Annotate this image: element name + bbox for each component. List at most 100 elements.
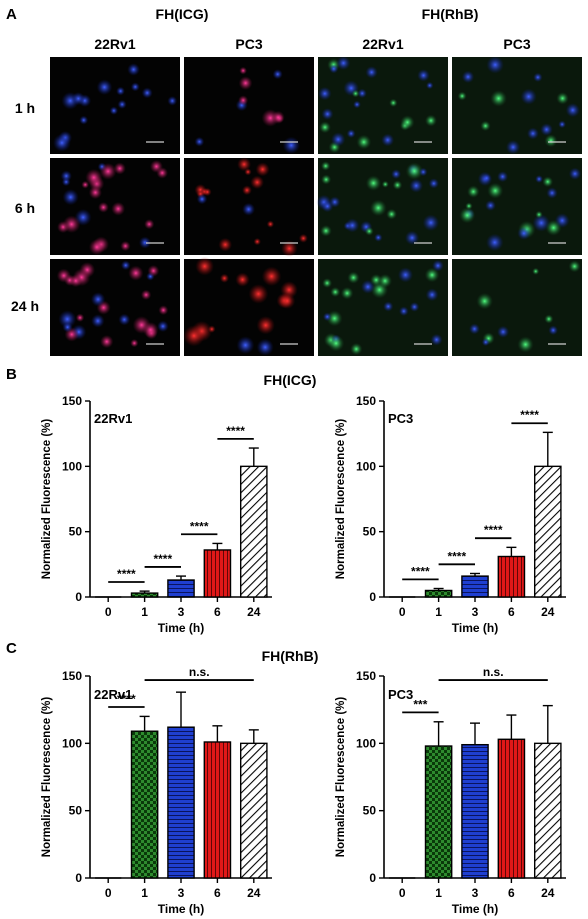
bar	[239, 465, 268, 598]
x-tick-label: 0	[105, 605, 112, 619]
bar	[497, 738, 526, 879]
row-label-24h: 24 h	[10, 298, 39, 314]
microscopy-tile	[318, 259, 448, 356]
x-axis-title: Time (h)	[158, 621, 204, 635]
microscopy-tile	[318, 57, 448, 154]
x-tick-label: 24	[247, 886, 261, 900]
x-tick-label: 3	[472, 605, 479, 619]
row-label-6h: 6 h	[14, 200, 36, 216]
y-tick-label: 0	[75, 590, 82, 604]
microscopy-tile	[316, 158, 448, 255]
row-label-1h: 1 h	[14, 100, 36, 116]
bar-chart-rhb-pc3: 0 50 100 150 0 1 3 6 24 *** n.s. PC3 Time (h) Normali…	[335, 665, 566, 916]
significance-label: ****	[447, 549, 466, 563]
cell-line-label: 22Rv1	[94, 411, 132, 426]
y-tick-label: 150	[62, 669, 82, 683]
y-axis-title: Normalized Fluorescence (%)	[41, 419, 53, 580]
microscopy-tile	[50, 57, 180, 154]
bar	[130, 730, 159, 879]
y-tick-label: 50	[363, 525, 377, 539]
x-tick-label: 3	[178, 605, 185, 619]
significance-label: ****	[190, 519, 209, 533]
bar	[203, 549, 232, 598]
bar-chart-icg-22rv1: 0 50 100 150 0 1 3 6 24 **** **** **** **** 22Rv1 Time…	[41, 394, 272, 635]
panel-c-title: FH(RhB)	[261, 648, 319, 664]
y-axis-title: Normalized Fluorescence (%)	[335, 419, 347, 580]
y-axis-title: Normalized Fluorescence (%)	[335, 697, 347, 858]
microscopy-tile	[50, 259, 180, 356]
y-tick-label: 0	[369, 590, 376, 604]
x-tick-label: 3	[178, 886, 185, 900]
bar	[461, 743, 489, 879]
significance-label: ****	[520, 408, 539, 422]
x-tick-label: 6	[508, 886, 515, 900]
microscopy-tile	[50, 158, 180, 256]
x-tick-label: 6	[214, 605, 221, 619]
bar-chart-icg-pc3: 0 50 100 150 0 1 3 6 24 **** **** **** **** PC3 Time (…	[335, 394, 566, 635]
significance-label: ****	[117, 567, 136, 581]
bar	[167, 579, 195, 598]
x-tick-label: 24	[541, 886, 555, 900]
y-tick-label: 150	[356, 669, 376, 683]
column-label-22rv1-rhb: 22Rv1	[362, 36, 404, 52]
bar	[424, 745, 453, 879]
y-tick-label: 100	[356, 459, 376, 473]
column-label-pc3-icg: PC3	[235, 36, 263, 52]
bar	[533, 742, 562, 879]
y-tick-label: 100	[62, 736, 82, 750]
panel-letter-c: C	[6, 640, 17, 657]
y-tick-label: 0	[75, 871, 82, 885]
microscopy-image-grid	[50, 57, 582, 356]
x-tick-label: 1	[435, 886, 442, 900]
cell-line-label: PC3	[388, 411, 413, 426]
column-label-pc3-rhb: PC3	[503, 36, 531, 52]
bar	[239, 742, 268, 879]
microscopy-tile	[452, 57, 582, 155]
bar	[167, 726, 195, 879]
bar	[203, 741, 232, 879]
x-tick-label: 0	[399, 886, 406, 900]
significance-label: ***	[413, 697, 427, 711]
x-tick-label: 24	[541, 605, 555, 619]
microscopy-tile	[183, 256, 314, 356]
x-axis-title: Time (h)	[452, 902, 498, 916]
microscopy-tile	[452, 158, 582, 255]
y-axis-title: Normalized Fluorescence (%)	[41, 697, 53, 858]
panel-letter-a: A	[6, 6, 17, 23]
column-label-22rv1-icg: 22Rv1	[94, 36, 136, 52]
panel-letter-b: B	[6, 366, 17, 383]
y-tick-label: 150	[356, 394, 376, 408]
y-tick-label: 50	[69, 804, 83, 818]
x-axis-title: Time (h)	[158, 902, 204, 916]
x-tick-label: 0	[105, 886, 112, 900]
x-tick-label: 3	[472, 886, 479, 900]
x-tick-label: 0	[399, 605, 406, 619]
y-tick-label: 50	[363, 804, 377, 818]
microscopy-tile	[184, 157, 314, 257]
microscopy-tile	[452, 259, 582, 356]
bar	[533, 465, 562, 598]
significance-label: ****	[226, 424, 245, 438]
panel-b-title: FH(ICG)	[263, 372, 317, 388]
bar	[461, 575, 489, 598]
cell-line-label: PC3	[388, 687, 413, 702]
bar	[424, 589, 453, 598]
y-tick-label: 100	[62, 459, 82, 473]
x-tick-label: 24	[247, 605, 261, 619]
x-tick-label: 1	[435, 605, 442, 619]
y-tick-label: 100	[356, 736, 376, 750]
y-tick-label: 50	[69, 525, 83, 539]
significance-label: n.s.	[483, 665, 504, 679]
x-axis-title: Time (h)	[452, 621, 498, 635]
microscopy-tile	[184, 57, 314, 154]
group-title-icg: FH(ICG)	[155, 6, 209, 22]
bar-chart-rhb-22rv1: 0 50 100 150 0 1 3 6 24 **** n.s. 22Rv1 Time (h) Norm…	[41, 665, 272, 916]
significance-label: n.s.	[189, 665, 210, 679]
bar	[497, 555, 526, 598]
bar	[130, 592, 159, 598]
significance-label: ****	[153, 552, 172, 566]
cell-line-label: 22Rv1	[94, 687, 132, 702]
x-tick-label: 6	[214, 886, 221, 900]
y-tick-label: 0	[369, 871, 376, 885]
group-title-rhb: FH(RhB)	[421, 6, 479, 22]
